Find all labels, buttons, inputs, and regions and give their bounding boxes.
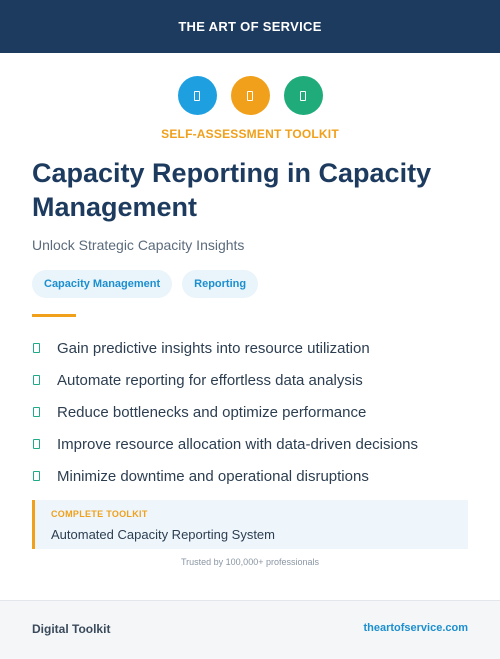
document-icon bbox=[177, 76, 217, 115]
benefit-text: Gain predictive insights into resource u… bbox=[57, 339, 370, 357]
icon-row bbox=[0, 76, 500, 115]
benefit-text: Improve resource allocation with data-dr… bbox=[57, 435, 419, 453]
check-icon bbox=[33, 439, 40, 449]
check-icon bbox=[33, 343, 40, 353]
list-item: Automate reporting for effortless data a… bbox=[32, 364, 418, 396]
brand-name: THE ART OF SERVICE bbox=[178, 19, 322, 34]
website-link[interactable]: theartofservice.com bbox=[363, 622, 468, 634]
benefit-text: Reduce bottlenecks and optimize performa… bbox=[57, 403, 367, 421]
tag-reporting[interactable]: Reporting bbox=[182, 270, 259, 298]
check-icon bbox=[33, 471, 40, 481]
check-icon bbox=[33, 407, 40, 417]
check-icon bbox=[33, 375, 40, 385]
list-item: Reduce bottlenecks and optimize performa… bbox=[32, 396, 418, 428]
document-icon bbox=[283, 76, 323, 115]
header-bar: THE ART OF SERVICE bbox=[0, 0, 500, 53]
page-title: Capacity Reporting in Capacity Managemen… bbox=[32, 158, 432, 222]
toolkit-label: COMPLETE TOOLKIT bbox=[51, 509, 148, 519]
footer-label: Digital Toolkit bbox=[32, 622, 111, 636]
benefit-text: Minimize downtime and operational disrup… bbox=[57, 467, 369, 485]
kicker-label: SELF-ASSESSMENT TOOLKIT bbox=[161, 127, 339, 141]
list-item: Improve resource allocation with data-dr… bbox=[32, 428, 418, 460]
toolkit-name: Automated Capacity Reporting System bbox=[51, 527, 275, 542]
trusted-note: Trusted by 100,000+ professionals bbox=[180, 557, 319, 567]
list-item: Minimize downtime and operational disrup… bbox=[32, 460, 418, 492]
tag-capacity-management[interactable]: Capacity Management bbox=[32, 270, 173, 298]
page-subtitle: Unlock Strategic Capacity Insights bbox=[32, 237, 245, 253]
benefit-text: Automate reporting for effortless data a… bbox=[57, 371, 363, 389]
footer-bar: Digital Toolkit theartofservice.com bbox=[0, 600, 500, 659]
tag-list: Capacity Management Reporting bbox=[32, 270, 259, 298]
benefit-list: Gain predictive insights into resource u… bbox=[32, 332, 418, 492]
accent-divider bbox=[32, 314, 76, 317]
list-item: Gain predictive insights into resource u… bbox=[32, 332, 418, 364]
toolkit-callout: COMPLETE TOOLKIT Automated Capacity Repo… bbox=[32, 500, 468, 549]
document-icon bbox=[230, 76, 270, 115]
